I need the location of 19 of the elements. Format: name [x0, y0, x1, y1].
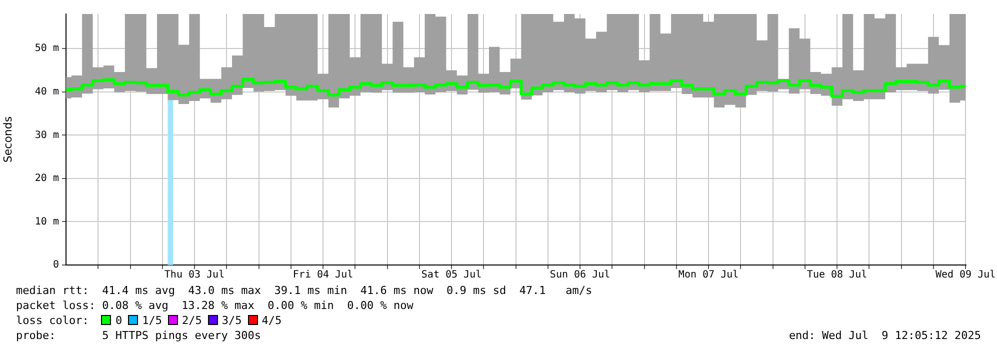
text: probe: 5 HTTPS pings every 300s [16, 328, 262, 343]
y-tick-label: 50 m [34, 43, 59, 54]
x-tick-label: Wed 09 Jul [935, 270, 996, 281]
x-tick-label: Mon 07 Jul [678, 270, 739, 281]
y-axis-title: Seconds [1, 116, 14, 163]
y-tick-label: 20 m [34, 173, 59, 184]
x-tick-label: Sat 05 Jul [421, 270, 482, 281]
x-tick-label: Fri 04 Jul [292, 270, 354, 281]
text: end: Wed Jul 9 12:05:12 2025 [788, 328, 981, 343]
y-tick-label: 10 m [34, 216, 59, 228]
x-tick-label: Tue 08 Jul [806, 270, 868, 281]
y-tick-label: 30 m [34, 130, 59, 141]
y-tick-label: 0 [52, 260, 59, 271]
text: median rtt: 41.4 ms avg 43.0 ms max 39.1 ms min 41.6 ms now 0.9 ms sd 47.1 am/s [16, 283, 592, 298]
y-tick-label: 40 m [34, 86, 59, 98]
text: packet loss: 0.08 % avg 13.28 % max 0.00 % min 0.00 % now [16, 298, 414, 313]
x-tick-label: Thu 03 Jul [164, 270, 225, 281]
x-tick-label: Sun 06 Jul [550, 270, 610, 281]
text: loss color: 0 1/5 2/5 3/5 4/5 [16, 314, 282, 327]
